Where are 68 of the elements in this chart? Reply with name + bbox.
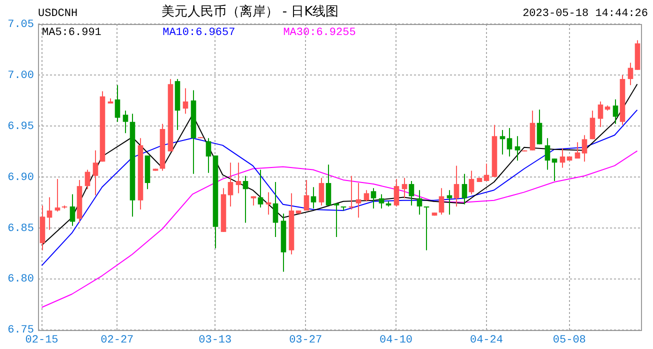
candlestick <box>242 175 248 224</box>
candlestick <box>560 148 566 168</box>
candlestick <box>500 130 506 155</box>
candlestick <box>266 192 272 216</box>
candlestick <box>84 169 90 190</box>
candlestick <box>54 178 60 212</box>
candlestick <box>364 190 370 202</box>
candlestick <box>394 178 400 207</box>
y-tick-label: 6.80 <box>8 274 34 286</box>
y-tick-label: 6.95 <box>8 120 34 133</box>
candlestick <box>462 173 468 205</box>
text: MA10:6.9657 <box>162 26 236 39</box>
candlestick <box>552 158 558 182</box>
candlestick <box>454 165 460 207</box>
candlestick <box>438 188 444 216</box>
x-tick-label: 03-27 <box>289 334 322 346</box>
candlestick <box>356 182 362 218</box>
candlestick <box>272 181 278 238</box>
x-tick-label: 03-13 <box>198 334 232 346</box>
candlestick <box>92 150 98 196</box>
candlestick <box>536 109 542 145</box>
candlestick <box>612 98 618 124</box>
y-tick-label: 6.85 <box>8 222 34 235</box>
candlestick <box>484 163 490 182</box>
candlestick <box>334 202 340 238</box>
x-tick-label: 02-15 <box>25 334 58 346</box>
candlestick <box>228 162 234 207</box>
candlestick <box>70 194 76 226</box>
text: MA5:6.991 <box>42 26 102 39</box>
candlestick <box>258 169 264 208</box>
candlestick <box>598 100 604 128</box>
candlestick <box>628 62 634 86</box>
candlestick <box>582 134 588 162</box>
candlestick <box>326 164 332 206</box>
candlestick <box>182 88 188 114</box>
candlestick <box>468 170 474 195</box>
candlestick <box>114 84 120 122</box>
candlestick <box>304 179 310 212</box>
candlestick <box>574 142 580 160</box>
y-tick-label: 6.90 <box>8 172 34 184</box>
candlestick <box>378 194 384 209</box>
x-tick-label: 02-27 <box>100 334 134 346</box>
candlestick <box>370 188 376 209</box>
candlestick <box>402 177 408 199</box>
candlestick <box>310 186 316 209</box>
candlestick <box>122 110 128 134</box>
candlestick <box>514 136 520 162</box>
candlestick <box>544 138 550 170</box>
y-tick-label: 7.05 <box>8 18 34 31</box>
text: 2023-05-18 14:44:26 <box>522 8 648 20</box>
candlestick <box>408 180 414 206</box>
candlestick <box>590 110 596 140</box>
text: USDCNH <box>38 8 78 20</box>
text: MA30:6.9255 <box>283 26 356 39</box>
candlestick <box>446 190 452 216</box>
candlestick <box>318 177 324 206</box>
candlestick <box>348 175 354 210</box>
chart-title: 美元人民币（离岸） - 日K线图 <box>161 3 339 20</box>
candlestick <box>424 206 430 251</box>
candlestick <box>236 162 242 194</box>
candlestick <box>206 138 212 174</box>
x-tick-label: 05-08 <box>552 334 586 346</box>
y-tick-label: 7.00 <box>8 70 34 82</box>
candlestick <box>46 196 52 230</box>
candlestick <box>506 127 512 158</box>
candlestick <box>416 190 422 216</box>
x-tick-label: 04-10 <box>380 334 413 346</box>
x-tick-label: 04-24 <box>470 334 504 346</box>
